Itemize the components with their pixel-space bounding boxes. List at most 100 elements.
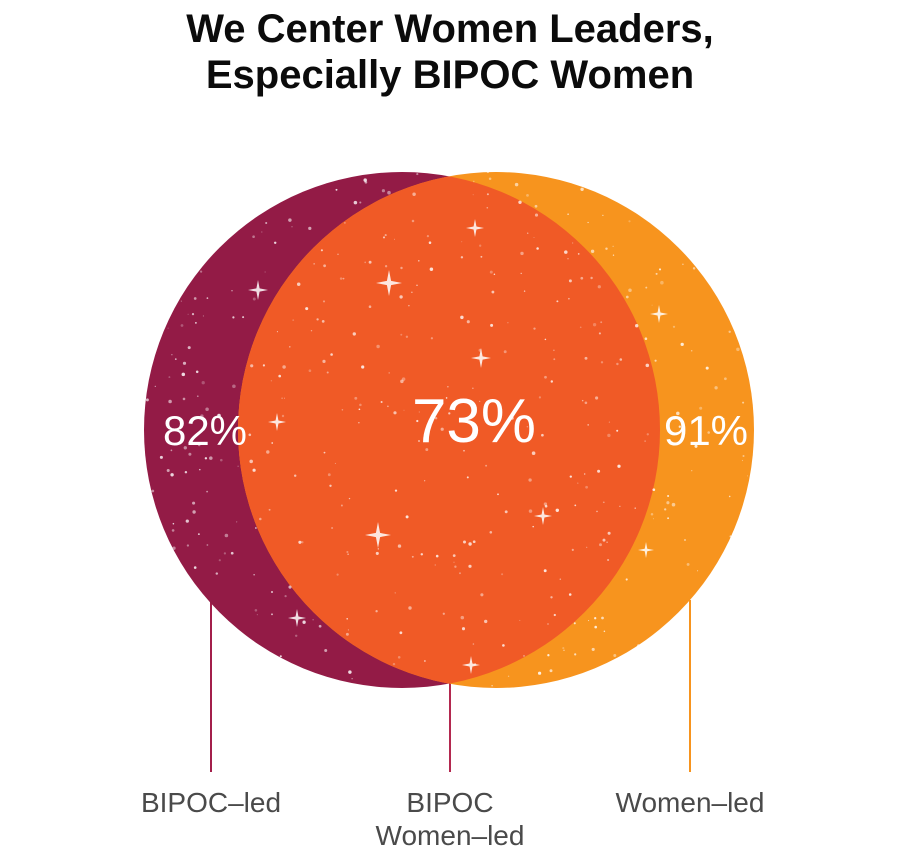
sparkle-icon — [650, 305, 668, 323]
star-dot — [493, 273, 496, 275]
star-dot — [354, 396, 358, 400]
star-dot — [587, 221, 589, 224]
star-dot — [503, 350, 507, 354]
overlap-percentage: 73% — [412, 387, 536, 456]
star-dot — [166, 227, 169, 230]
star-dot — [510, 416, 514, 420]
star-dot — [394, 592, 396, 594]
star-dot — [182, 361, 187, 365]
star-dot — [312, 619, 314, 621]
star-dot — [172, 546, 176, 550]
star-dot — [316, 318, 319, 321]
bipoc-women-led-label: BIPOC Women–led — [330, 786, 570, 852]
star-dot — [538, 396, 542, 399]
star-dot — [751, 178, 754, 182]
star-dot — [294, 634, 298, 638]
star-dot — [346, 618, 348, 620]
star-dot — [288, 218, 292, 222]
star-dot — [526, 425, 529, 428]
star-dot — [616, 429, 619, 432]
star-dot — [351, 678, 353, 680]
star-dot — [268, 508, 271, 511]
star-dot — [602, 214, 604, 216]
star-dot — [514, 182, 519, 187]
star-dot — [212, 194, 214, 197]
star-dot — [550, 380, 554, 383]
star-dot — [445, 397, 448, 399]
star-dot — [339, 277, 343, 280]
star-dot — [624, 186, 628, 190]
star-dot — [501, 573, 504, 576]
star-dot — [520, 251, 524, 256]
star-dot — [284, 594, 287, 598]
star-dot — [346, 550, 349, 554]
star-dot — [353, 200, 358, 205]
star-dot — [518, 200, 522, 204]
star-dot — [168, 376, 171, 379]
star-dot — [607, 531, 611, 535]
star-dot — [170, 449, 173, 452]
star-dot — [486, 206, 489, 209]
star-dot — [154, 385, 156, 388]
star-dot — [697, 570, 699, 572]
star-dot — [744, 574, 748, 578]
sparkle-icon — [365, 522, 391, 548]
star-dot — [443, 172, 446, 175]
star-dot — [645, 286, 648, 289]
star-dot — [584, 356, 588, 360]
star-dot — [652, 518, 654, 520]
star-dot — [616, 362, 619, 366]
star-dot — [149, 527, 152, 530]
star-dot — [608, 421, 611, 423]
star-dot — [534, 204, 538, 208]
star-dot — [463, 449, 465, 452]
star-dot — [650, 513, 654, 516]
star-dot — [603, 174, 606, 177]
star-dot — [585, 485, 588, 489]
star-dot — [584, 401, 588, 405]
star-dot — [234, 201, 236, 203]
star-dot — [363, 178, 367, 182]
star-dot — [248, 433, 252, 437]
bipoc-women-led-label-line-1: BIPOC — [406, 787, 494, 818]
star-dot — [440, 427, 444, 431]
star-dot — [392, 662, 396, 666]
star-dot — [617, 464, 621, 468]
star-dot — [206, 544, 209, 546]
star-dot — [232, 316, 235, 319]
star-dot — [176, 177, 180, 181]
star-dot — [536, 247, 539, 250]
star-dot — [187, 592, 191, 596]
star-dot — [612, 245, 614, 247]
star-dot — [230, 551, 234, 555]
star-dot — [183, 446, 187, 450]
star-dot — [394, 489, 398, 492]
star-dot — [352, 332, 356, 336]
sparkle-decorations — [248, 219, 668, 674]
star-dot — [680, 342, 684, 347]
star-dot — [655, 272, 658, 275]
star-dot — [672, 416, 677, 420]
star-dot — [667, 517, 670, 520]
star-dot — [387, 405, 389, 408]
star-dot — [732, 530, 736, 533]
star-dot — [348, 497, 351, 500]
star-dot — [460, 256, 464, 259]
star-dot — [595, 396, 599, 400]
star-dot — [281, 397, 283, 400]
title-line-2: Especially BIPOC Women — [205, 53, 695, 97]
star-dot — [664, 508, 667, 511]
star-dot — [746, 678, 751, 683]
star-dot — [635, 324, 639, 328]
star-dot — [602, 538, 606, 542]
star-dot — [252, 297, 256, 301]
star-dot — [178, 600, 181, 603]
star-dot — [605, 247, 608, 250]
star-dot — [244, 219, 248, 224]
star-dot — [619, 505, 621, 507]
star-dot — [188, 617, 191, 620]
title-line-1: We Center Women Leaders, — [186, 7, 714, 51]
star-dot — [567, 213, 569, 215]
star-dot — [236, 521, 238, 523]
star-dot — [255, 527, 257, 529]
